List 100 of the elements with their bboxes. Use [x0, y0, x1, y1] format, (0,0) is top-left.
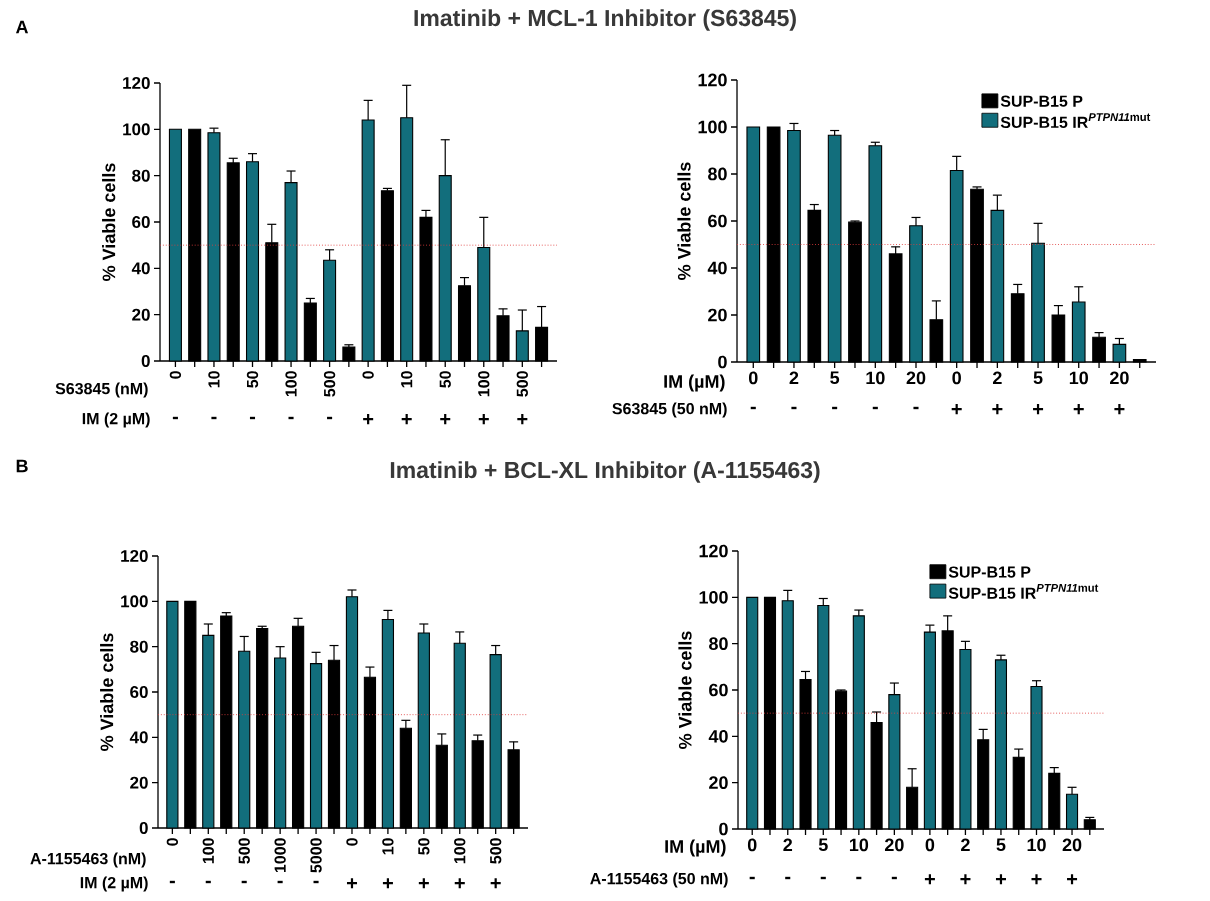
text: - [856, 876, 862, 880]
y-tick-label: 80 [709, 637, 728, 651]
x-tick-label: 0 [952, 371, 961, 385]
x-tick-label: 10 [382, 838, 394, 855]
text: IM (2 µM) [80, 876, 148, 892]
text: + [363, 414, 374, 425]
text: - [249, 416, 256, 420]
x-tick-label: 0 [925, 838, 935, 852]
text: - [913, 406, 919, 410]
x-axis-title: IM (µM) [665, 839, 726, 857]
x-tick-label: 50 [439, 371, 451, 388]
x-tick-label: 2 [992, 371, 1002, 385]
y-tick-label: 80 [130, 640, 148, 653]
y-tick-label: 80 [132, 169, 150, 182]
x-tick-label: 500 [516, 371, 528, 397]
y-axis-title: % Viable cells [102, 163, 116, 281]
x-tick-label: 0 [362, 371, 374, 379]
text: - [277, 880, 283, 884]
x-tick-label: 100 [285, 371, 297, 397]
y-tick-label: 120 [123, 76, 150, 90]
x-tick-label: 0 [169, 371, 182, 379]
x-tick-label: 1000 [274, 838, 286, 873]
text: - [749, 876, 755, 880]
text: - [241, 880, 247, 884]
text: - [872, 406, 878, 410]
y-tick-label: 40 [129, 731, 148, 744]
text: A-1155463 (50 nM) [590, 872, 728, 888]
text: + [1114, 404, 1125, 415]
text: - [750, 406, 756, 410]
x-tick-label: 100 [454, 838, 466, 864]
y-tick-label: 0 [141, 354, 150, 368]
x-tick-label: 50 [246, 371, 259, 388]
text: - [820, 876, 826, 880]
text: - [832, 406, 838, 410]
y-tick-label: 0 [718, 355, 727, 369]
x-tick-label: 500 [323, 371, 336, 397]
x-tick-label: 10 [401, 371, 413, 388]
x-tick-label: 500 [490, 838, 502, 864]
y-tick-label: 20 [132, 308, 150, 321]
x-tick-label: 5 [818, 838, 828, 852]
text: + [1067, 874, 1078, 885]
x-tick-label: 10 [208, 371, 220, 388]
text: - [791, 406, 797, 410]
text: + [346, 878, 358, 889]
y-axis-title: % Viable cells [678, 631, 692, 749]
y-tick-label: 60 [709, 683, 728, 697]
text: + [418, 878, 429, 889]
text: B [16, 459, 28, 473]
y-tick-label: 100 [121, 595, 148, 608]
x-tick-label: 20 [906, 371, 926, 385]
y-tick-label: 60 [708, 214, 727, 228]
text: + [951, 404, 962, 415]
x-tick-label: 0 [166, 838, 179, 846]
text: + [454, 878, 465, 889]
text: S63845 (50 nM) [612, 402, 727, 418]
legend-label: $\textbf{SUP-B15 IR}^{\textbf{\textit{PTPN11}mut}}$ [1000, 113, 1151, 128]
text: + [517, 414, 528, 425]
text: + [960, 874, 971, 885]
text: - [327, 416, 333, 420]
y-tick-label: 60 [130, 685, 148, 699]
x-tick-label: 2 [789, 371, 799, 385]
x-tick-label: 5 [996, 838, 1006, 852]
text: - [172, 416, 178, 420]
y-tick-label: 40 [708, 729, 728, 743]
x-axis-title: S63845 (nM) [55, 382, 148, 398]
x-tick-label: 0 [747, 838, 757, 852]
text: + [490, 878, 501, 889]
x-tick-label: 10 [1069, 371, 1088, 385]
text: + [1073, 404, 1084, 415]
text: - [205, 880, 211, 884]
y-axis-title: % Viable cells [100, 633, 114, 751]
y-tick-label: 20 [708, 308, 727, 322]
legend-label: SUP-B15 P [948, 566, 1031, 578]
legend-label: $\textbf{SUP-B15 IR}^{\textbf{\textit{PTPN11}mut}}$ [948, 584, 1099, 599]
x-tick-label: 20 [884, 838, 904, 852]
x-tick-label: 2 [961, 838, 970, 852]
text: Imatinib + BCL-XL Inhibitor (A-1155463) [390, 461, 820, 483]
y-axis-title: % Viable cells [677, 162, 691, 280]
text: - [891, 876, 897, 880]
y-tick-label: 20 [130, 776, 148, 789]
x-tick-label: 0 [346, 838, 358, 846]
text: + [440, 414, 451, 425]
x-axis-title: A-1155463 (nM) [30, 852, 146, 868]
x-tick-label: 20 [1110, 371, 1129, 385]
y-tick-label: 20 [709, 776, 728, 790]
legend-label: SUP-B15 P [1000, 95, 1083, 107]
x-tick-label: 5000 [310, 838, 322, 873]
text: - [211, 416, 217, 420]
y-tick-label: 0 [719, 822, 728, 836]
text: Imatinib + MCL-1 Inhibitor (S63845) [414, 9, 796, 31]
text: + [382, 878, 393, 889]
text: - [313, 880, 319, 884]
y-tick-label: 100 [123, 123, 150, 136]
text: + [924, 874, 935, 885]
text: + [401, 414, 412, 425]
text: A [15, 20, 29, 34]
y-tick-label: 120 [698, 73, 727, 87]
text: + [478, 414, 489, 425]
x-tick-label: 2 [783, 838, 793, 852]
x-tick-label: 10 [1027, 838, 1046, 852]
